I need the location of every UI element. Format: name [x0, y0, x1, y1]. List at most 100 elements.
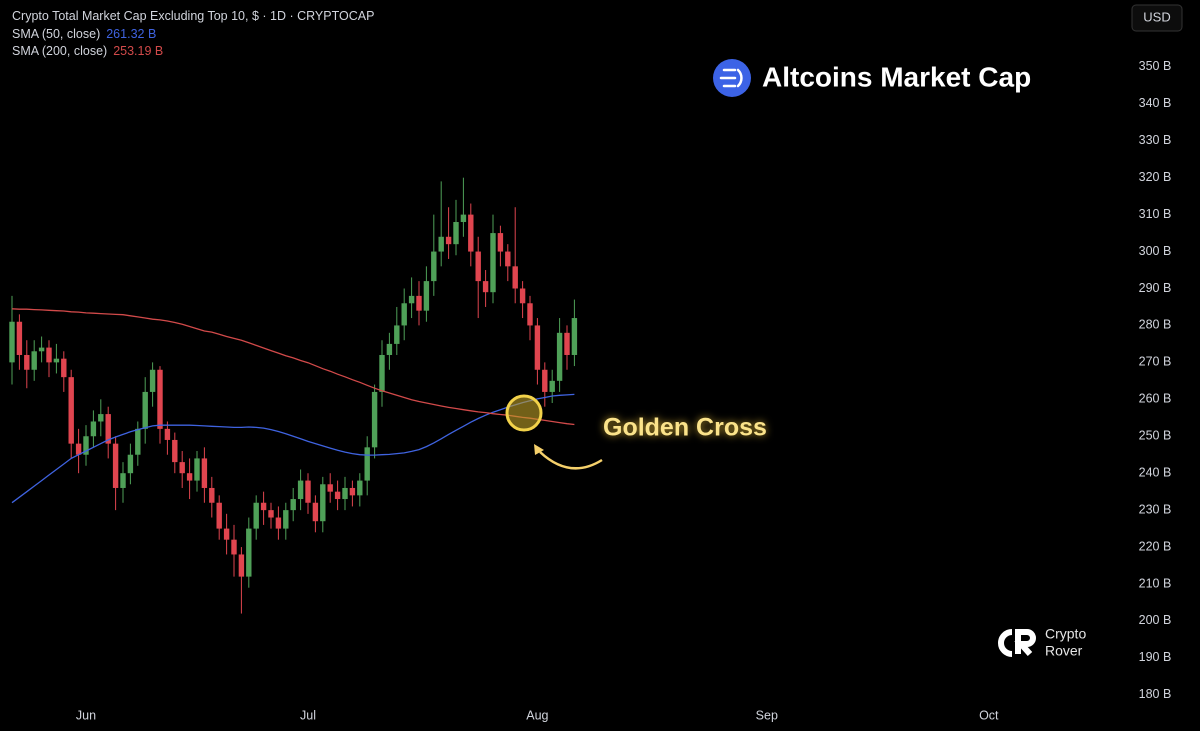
y-tick-label: 200 B [1139, 613, 1172, 627]
candle-body [519, 288, 526, 304]
candle-body [16, 321, 23, 355]
candle-body [216, 502, 222, 529]
candle-body [401, 303, 407, 326]
candle-body [475, 251, 481, 282]
candle-body [564, 332, 570, 355]
x-tick-label: Jul [300, 708, 316, 722]
currency-button[interactable] [1131, 4, 1183, 32]
candle-body [164, 428, 171, 440]
candle-body [157, 369, 163, 429]
candle-body [371, 391, 378, 448]
candle-body [24, 354, 30, 370]
brand-icon-glyph [719, 68, 743, 88]
candle-body [142, 391, 148, 429]
legend-name: SMA (50, close) [12, 27, 101, 41]
candle-body [305, 480, 311, 503]
x-tick-label: Oct [979, 708, 999, 722]
candle-body [246, 528, 252, 577]
y-tick-label: 260 B [1139, 392, 1172, 406]
candle-body [127, 454, 134, 474]
watermark-text: Rover [1045, 643, 1083, 659]
candle-body [290, 499, 296, 511]
candle-body [112, 443, 119, 488]
candle-body [172, 439, 178, 463]
candle-body [431, 251, 437, 282]
candle-body [342, 487, 348, 500]
candle-body [194, 458, 200, 481]
candle-body [275, 517, 282, 529]
sma-line [11, 308, 575, 426]
candle-body [394, 325, 400, 344]
candle-body [90, 421, 97, 437]
y-tick-label: 310 B [1139, 207, 1172, 221]
candle-body [312, 502, 319, 522]
candle-body [297, 480, 304, 500]
y-tick-label: 240 B [1139, 465, 1172, 479]
candle-body [349, 487, 356, 496]
x-tick-label: Sep [756, 708, 778, 722]
candle-body [38, 347, 45, 352]
brand-title: Altcoins Market Cap [762, 61, 1031, 92]
candle-body [445, 236, 452, 245]
candle-body [453, 222, 459, 245]
candle-body [135, 428, 141, 455]
y-tick-label: 220 B [1139, 539, 1172, 553]
candle-body [320, 484, 326, 522]
candle-body [497, 233, 504, 252]
currency-label[interactable]: USD [1143, 9, 1170, 24]
candle-body [460, 214, 467, 223]
candle-body [408, 295, 415, 304]
candle-body [238, 554, 245, 577]
candle-body [283, 510, 289, 529]
candle-body [149, 369, 156, 392]
chart-title: Crypto Total Market Cap Excluding Top 10… [12, 9, 375, 23]
candle-body [179, 462, 185, 474]
candle-body [386, 343, 393, 355]
candle-body [571, 318, 578, 355]
sma-line [11, 393, 575, 504]
y-tick-label: 350 B [1139, 59, 1172, 73]
watermark-logo [998, 629, 1036, 657]
candle-body [231, 539, 237, 555]
annotation-arrow [539, 451, 603, 470]
watermark-text: Crypto [1045, 626, 1086, 642]
x-tick-label: Aug [526, 708, 548, 722]
candle-body [223, 528, 230, 540]
legend-value: 253.19 B [113, 44, 164, 58]
y-tick-label: 320 B [1139, 170, 1172, 184]
y-tick-label: 340 B [1139, 96, 1172, 110]
candle-body [31, 351, 37, 370]
candle-body [423, 281, 430, 311]
y-tick-label: 270 B [1139, 355, 1172, 369]
annotation: Golden Cross [603, 414, 767, 442]
candle-body [83, 436, 89, 455]
y-tick-label: 190 B [1139, 650, 1172, 664]
candle-body [186, 473, 193, 481]
candle-body [438, 236, 444, 252]
annotation-arrowhead [534, 444, 544, 455]
y-tick-label: 180 B [1139, 687, 1172, 701]
plot-area: 180 B 190 B 200 B 210 B 220 B 230 B 240 B 250 B… [9, 59, 1171, 722]
candle-body [482, 281, 489, 293]
y-tick-label: 330 B [1139, 133, 1172, 147]
candle-body [53, 358, 60, 363]
candle-body [534, 325, 541, 370]
candle-body [253, 502, 259, 529]
legend-row: SMA (200, close) 253.19 B [12, 44, 163, 58]
candle-body [549, 380, 555, 392]
legend-row: SMA (50, close) 261.32 B [12, 27, 156, 41]
candle-body [327, 484, 333, 492]
candle-body [542, 369, 548, 392]
candle-body [468, 214, 474, 252]
candle-body [105, 414, 111, 444]
candle-body [357, 480, 363, 496]
candle-body [209, 487, 215, 503]
candle-body [268, 510, 274, 518]
candle-body [527, 303, 533, 326]
candle-body [490, 233, 496, 293]
candle-body [61, 358, 67, 378]
y-tick-label: 290 B [1139, 281, 1172, 295]
y-tick-label: 210 B [1139, 576, 1172, 590]
